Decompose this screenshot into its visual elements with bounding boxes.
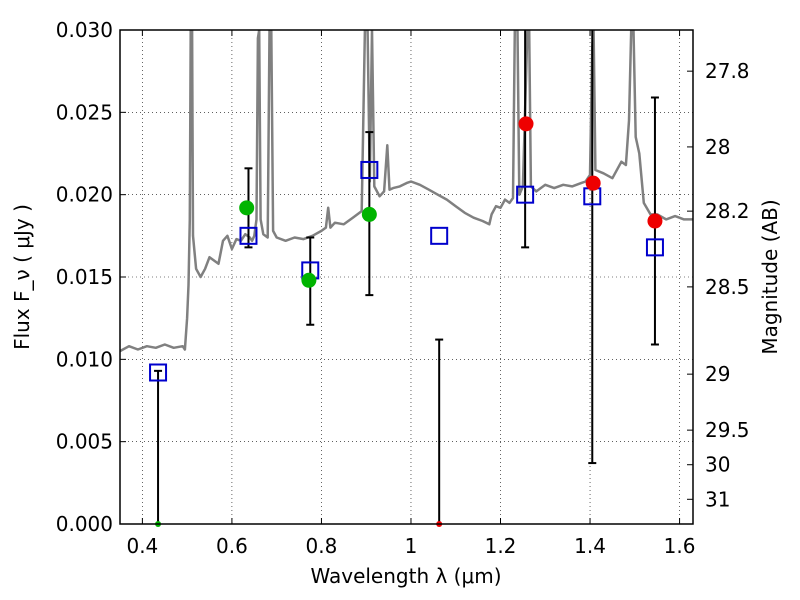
model-flux-square — [239, 226, 258, 245]
right-tick-label: 28.2 — [705, 199, 750, 223]
y-tick-label: 0.015 — [56, 265, 113, 289]
right-tick-label: 29 — [705, 362, 730, 386]
grid-lines — [120, 30, 693, 524]
axis-ticks: 0.4 0.6 0.8 1 1.2 1.4 1.6 0.000 0.005 0.010 0.015 0… — [56, 18, 750, 558]
plot-area — [120, 30, 693, 524]
x-tick-label: 1.6 — [664, 534, 696, 558]
x-axis-label: Wavelength λ (μm) — [310, 564, 501, 588]
x-tick-label: 0.8 — [306, 534, 338, 558]
right-tick-label: 28.5 — [705, 275, 750, 299]
x-tick-label: 0.6 — [216, 534, 248, 558]
x-tick-label: 1.2 — [485, 534, 517, 558]
right-tick-label: 27.8 — [705, 59, 750, 83]
model-flux-square — [360, 160, 379, 179]
model-flux-square — [645, 238, 664, 257]
observed-flux-point — [647, 213, 663, 229]
y-tick-label: 0.010 — [56, 347, 113, 371]
observed-flux-point — [239, 200, 255, 216]
observed-flux-point — [301, 272, 317, 288]
plot-frame — [119, 29, 694, 525]
y-axis-label: Flux F_ν ( μJy ) — [10, 204, 34, 350]
model-spectrum-line — [120, 30, 693, 353]
right-tick-label: 29.5 — [705, 418, 750, 442]
y-tick-label: 0.005 — [56, 430, 113, 454]
y-tick-label: 0.030 — [56, 18, 113, 42]
model-flux-square — [516, 185, 535, 204]
y-tick-label: 0.025 — [56, 100, 113, 124]
observed-flux-point — [585, 175, 601, 191]
observed-flux-point — [361, 206, 377, 222]
y-tick-label: 0.000 — [56, 512, 113, 536]
x-tick-label: 0.4 — [126, 534, 158, 558]
observed-flux-point — [518, 116, 534, 132]
y-tick-label: 0.020 — [56, 183, 113, 207]
right-tick-label: 28 — [705, 135, 730, 159]
x-tick-label: 1 — [405, 534, 418, 558]
right-tick-label: 31 — [705, 487, 730, 511]
right-axis-label: Magnitude (AB) — [758, 199, 782, 354]
model-flux-square — [430, 226, 449, 245]
x-tick-label: 1.4 — [574, 534, 606, 558]
model-flux-square — [149, 363, 168, 382]
right-tick-label: 30 — [705, 453, 730, 477]
